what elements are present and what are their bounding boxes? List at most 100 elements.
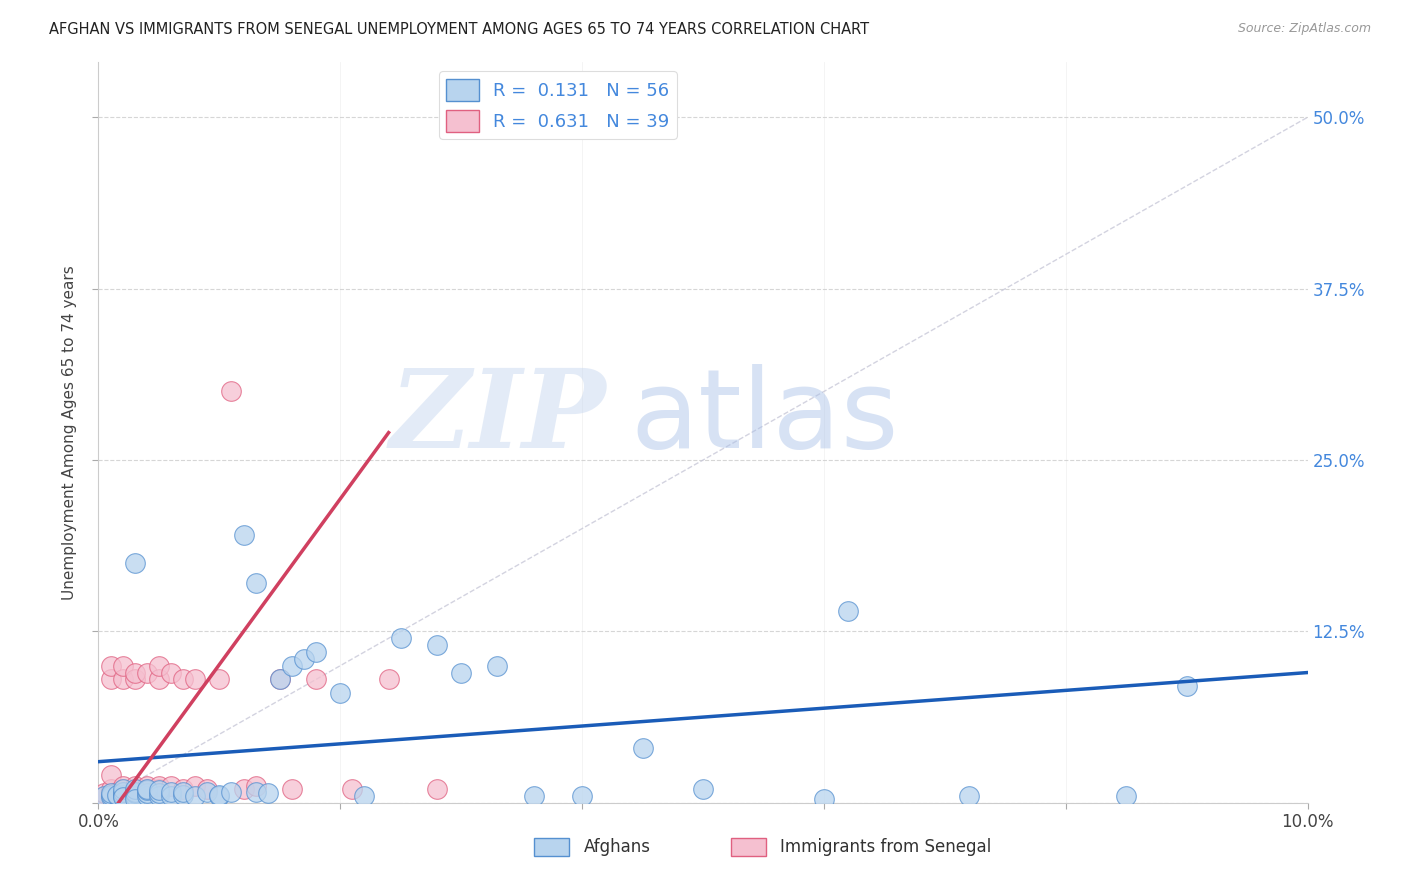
- Text: ZIP: ZIP: [389, 364, 606, 472]
- Point: [111, 782, 134, 797]
- Text: Afghans: Afghans: [583, 838, 651, 856]
- Point: [124, 782, 146, 797]
- Point: [111, 782, 134, 797]
- Point: [245, 576, 267, 591]
- Point: [124, 780, 146, 794]
- Point: [124, 786, 146, 800]
- Point: [111, 785, 134, 799]
- Point: [111, 789, 134, 803]
- Point: [100, 673, 122, 687]
- Point: [353, 789, 375, 803]
- Point: [208, 788, 231, 802]
- Text: Immigrants from Senegal: Immigrants from Senegal: [780, 838, 991, 856]
- Point: [692, 782, 714, 797]
- Point: [957, 789, 980, 803]
- Point: [426, 782, 449, 797]
- Point: [124, 556, 146, 570]
- Text: AFGHAN VS IMMIGRANTS FROM SENEGAL UNEMPLOYMENT AMONG AGES 65 TO 74 YEARS CORRELA: AFGHAN VS IMMIGRANTS FROM SENEGAL UNEMPL…: [49, 22, 869, 37]
- Point: [100, 768, 122, 782]
- Point: [135, 783, 157, 797]
- Point: [148, 786, 170, 800]
- Point: [105, 785, 128, 799]
- Point: [281, 782, 304, 797]
- Point: [450, 665, 472, 680]
- Y-axis label: Unemployment Among Ages 65 to 74 years: Unemployment Among Ages 65 to 74 years: [62, 265, 77, 600]
- Point: [135, 780, 157, 794]
- Point: [172, 788, 194, 802]
- Point: [245, 785, 267, 799]
- Point: [221, 384, 243, 399]
- Point: [160, 780, 183, 794]
- Point: [100, 782, 122, 797]
- Point: [124, 665, 146, 680]
- Point: [195, 785, 218, 799]
- Point: [184, 789, 207, 803]
- Text: atlas: atlas: [630, 364, 898, 471]
- Point: [172, 785, 194, 799]
- Point: [111, 790, 134, 805]
- Point: [135, 665, 157, 680]
- Point: [135, 789, 157, 803]
- Point: [389, 632, 412, 646]
- Point: [148, 783, 170, 797]
- Point: [111, 780, 134, 794]
- Point: [195, 782, 218, 797]
- Point: [111, 673, 134, 687]
- Point: [124, 789, 146, 803]
- Point: [329, 686, 352, 700]
- Point: [232, 528, 254, 542]
- Point: [426, 638, 449, 652]
- Point: [135, 782, 157, 797]
- Point: [256, 786, 278, 800]
- Point: [148, 673, 170, 687]
- Point: [100, 658, 122, 673]
- Point: [135, 786, 157, 800]
- Point: [111, 788, 134, 802]
- Point: [172, 673, 194, 687]
- Point: [124, 673, 146, 687]
- Point: [523, 789, 546, 803]
- Point: [111, 658, 134, 673]
- Point: [160, 665, 183, 680]
- Point: [208, 673, 231, 687]
- Point: [100, 790, 122, 805]
- Point: [90, 790, 112, 805]
- Point: [292, 652, 315, 666]
- Point: [631, 741, 654, 756]
- Legend: R =  0.131   N = 56, R =  0.631   N = 39: R = 0.131 N = 56, R = 0.631 N = 39: [439, 71, 676, 139]
- Point: [837, 604, 859, 618]
- Point: [305, 673, 328, 687]
- Point: [232, 782, 254, 797]
- Point: [269, 673, 291, 687]
- Point: [148, 782, 170, 797]
- Point: [281, 658, 304, 673]
- Point: [1175, 679, 1198, 693]
- Point: [93, 786, 115, 800]
- Point: [342, 782, 364, 797]
- Point: [124, 785, 146, 799]
- Point: [184, 780, 207, 794]
- Point: [148, 789, 170, 803]
- Point: [160, 785, 183, 799]
- Point: [172, 782, 194, 797]
- Point: [160, 789, 183, 803]
- Point: [105, 788, 128, 802]
- Point: [486, 658, 509, 673]
- Point: [124, 782, 146, 797]
- Point: [100, 786, 122, 800]
- Point: [148, 658, 170, 673]
- Point: [124, 791, 146, 805]
- Text: Source: ZipAtlas.com: Source: ZipAtlas.com: [1237, 22, 1371, 36]
- Point: [571, 789, 593, 803]
- Point: [105, 789, 128, 803]
- Point: [1115, 789, 1137, 803]
- Point: [377, 673, 399, 687]
- Point: [148, 780, 170, 794]
- Point: [100, 788, 122, 802]
- Point: [813, 791, 835, 805]
- Point: [221, 785, 243, 799]
- Point: [184, 673, 207, 687]
- Point: [245, 780, 267, 794]
- Point: [269, 673, 291, 687]
- Point: [93, 789, 115, 803]
